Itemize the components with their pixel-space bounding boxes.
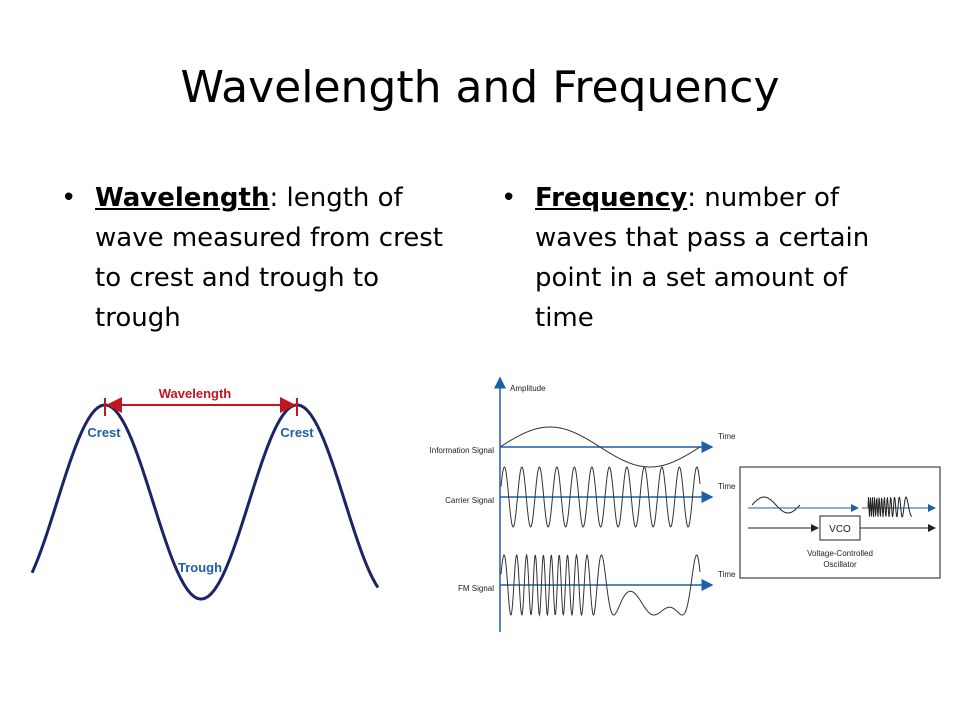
bullet-text: : length of wave measured from crest to …	[95, 183, 443, 333]
signal-rows: Information Signal Time Carrier Signal Time…	[430, 426, 736, 617]
bullet-dot: •	[61, 183, 77, 213]
signal-name: Carrier Signal	[445, 496, 494, 505]
bullet-term: Frequency	[535, 183, 688, 213]
slide-title: Wavelength and Frequency	[180, 62, 780, 113]
signal-name: Information Signal	[430, 446, 495, 455]
crest-label: Crest	[87, 425, 121, 440]
signal-wave	[500, 426, 701, 468]
vco-caption: Oscillator	[823, 560, 857, 569]
signal-wave	[500, 466, 701, 528]
wavelength-label: Wavelength	[159, 386, 232, 401]
amplitude-label: Amplitude	[510, 384, 546, 393]
time-label: Time	[718, 482, 736, 491]
time-label: Time	[718, 570, 736, 579]
mini-info-wave	[751, 496, 801, 514]
crest-label: Crest	[280, 425, 314, 440]
bullet-dot: •	[501, 183, 517, 213]
time-label: Time	[718, 432, 736, 441]
bullet-text: : number of waves that pass a certain po…	[535, 183, 870, 333]
vco-caption: Voltage-Controlled	[807, 549, 873, 558]
signal-name: FM Signal	[458, 584, 494, 593]
vco-box	[739, 466, 941, 579]
signal-wave	[500, 553, 701, 617]
wave	[30, 403, 380, 601]
bullet-term: Wavelength	[95, 183, 270, 213]
mini-fm-wave	[867, 496, 913, 518]
vco-label: VCO	[829, 524, 851, 535]
trough-label: Trough	[178, 560, 222, 575]
bullet: • Wavelength: length of wave measured fro…	[61, 178, 445, 338]
bullet: • Frequency: number of waves that pass a …	[501, 178, 885, 338]
